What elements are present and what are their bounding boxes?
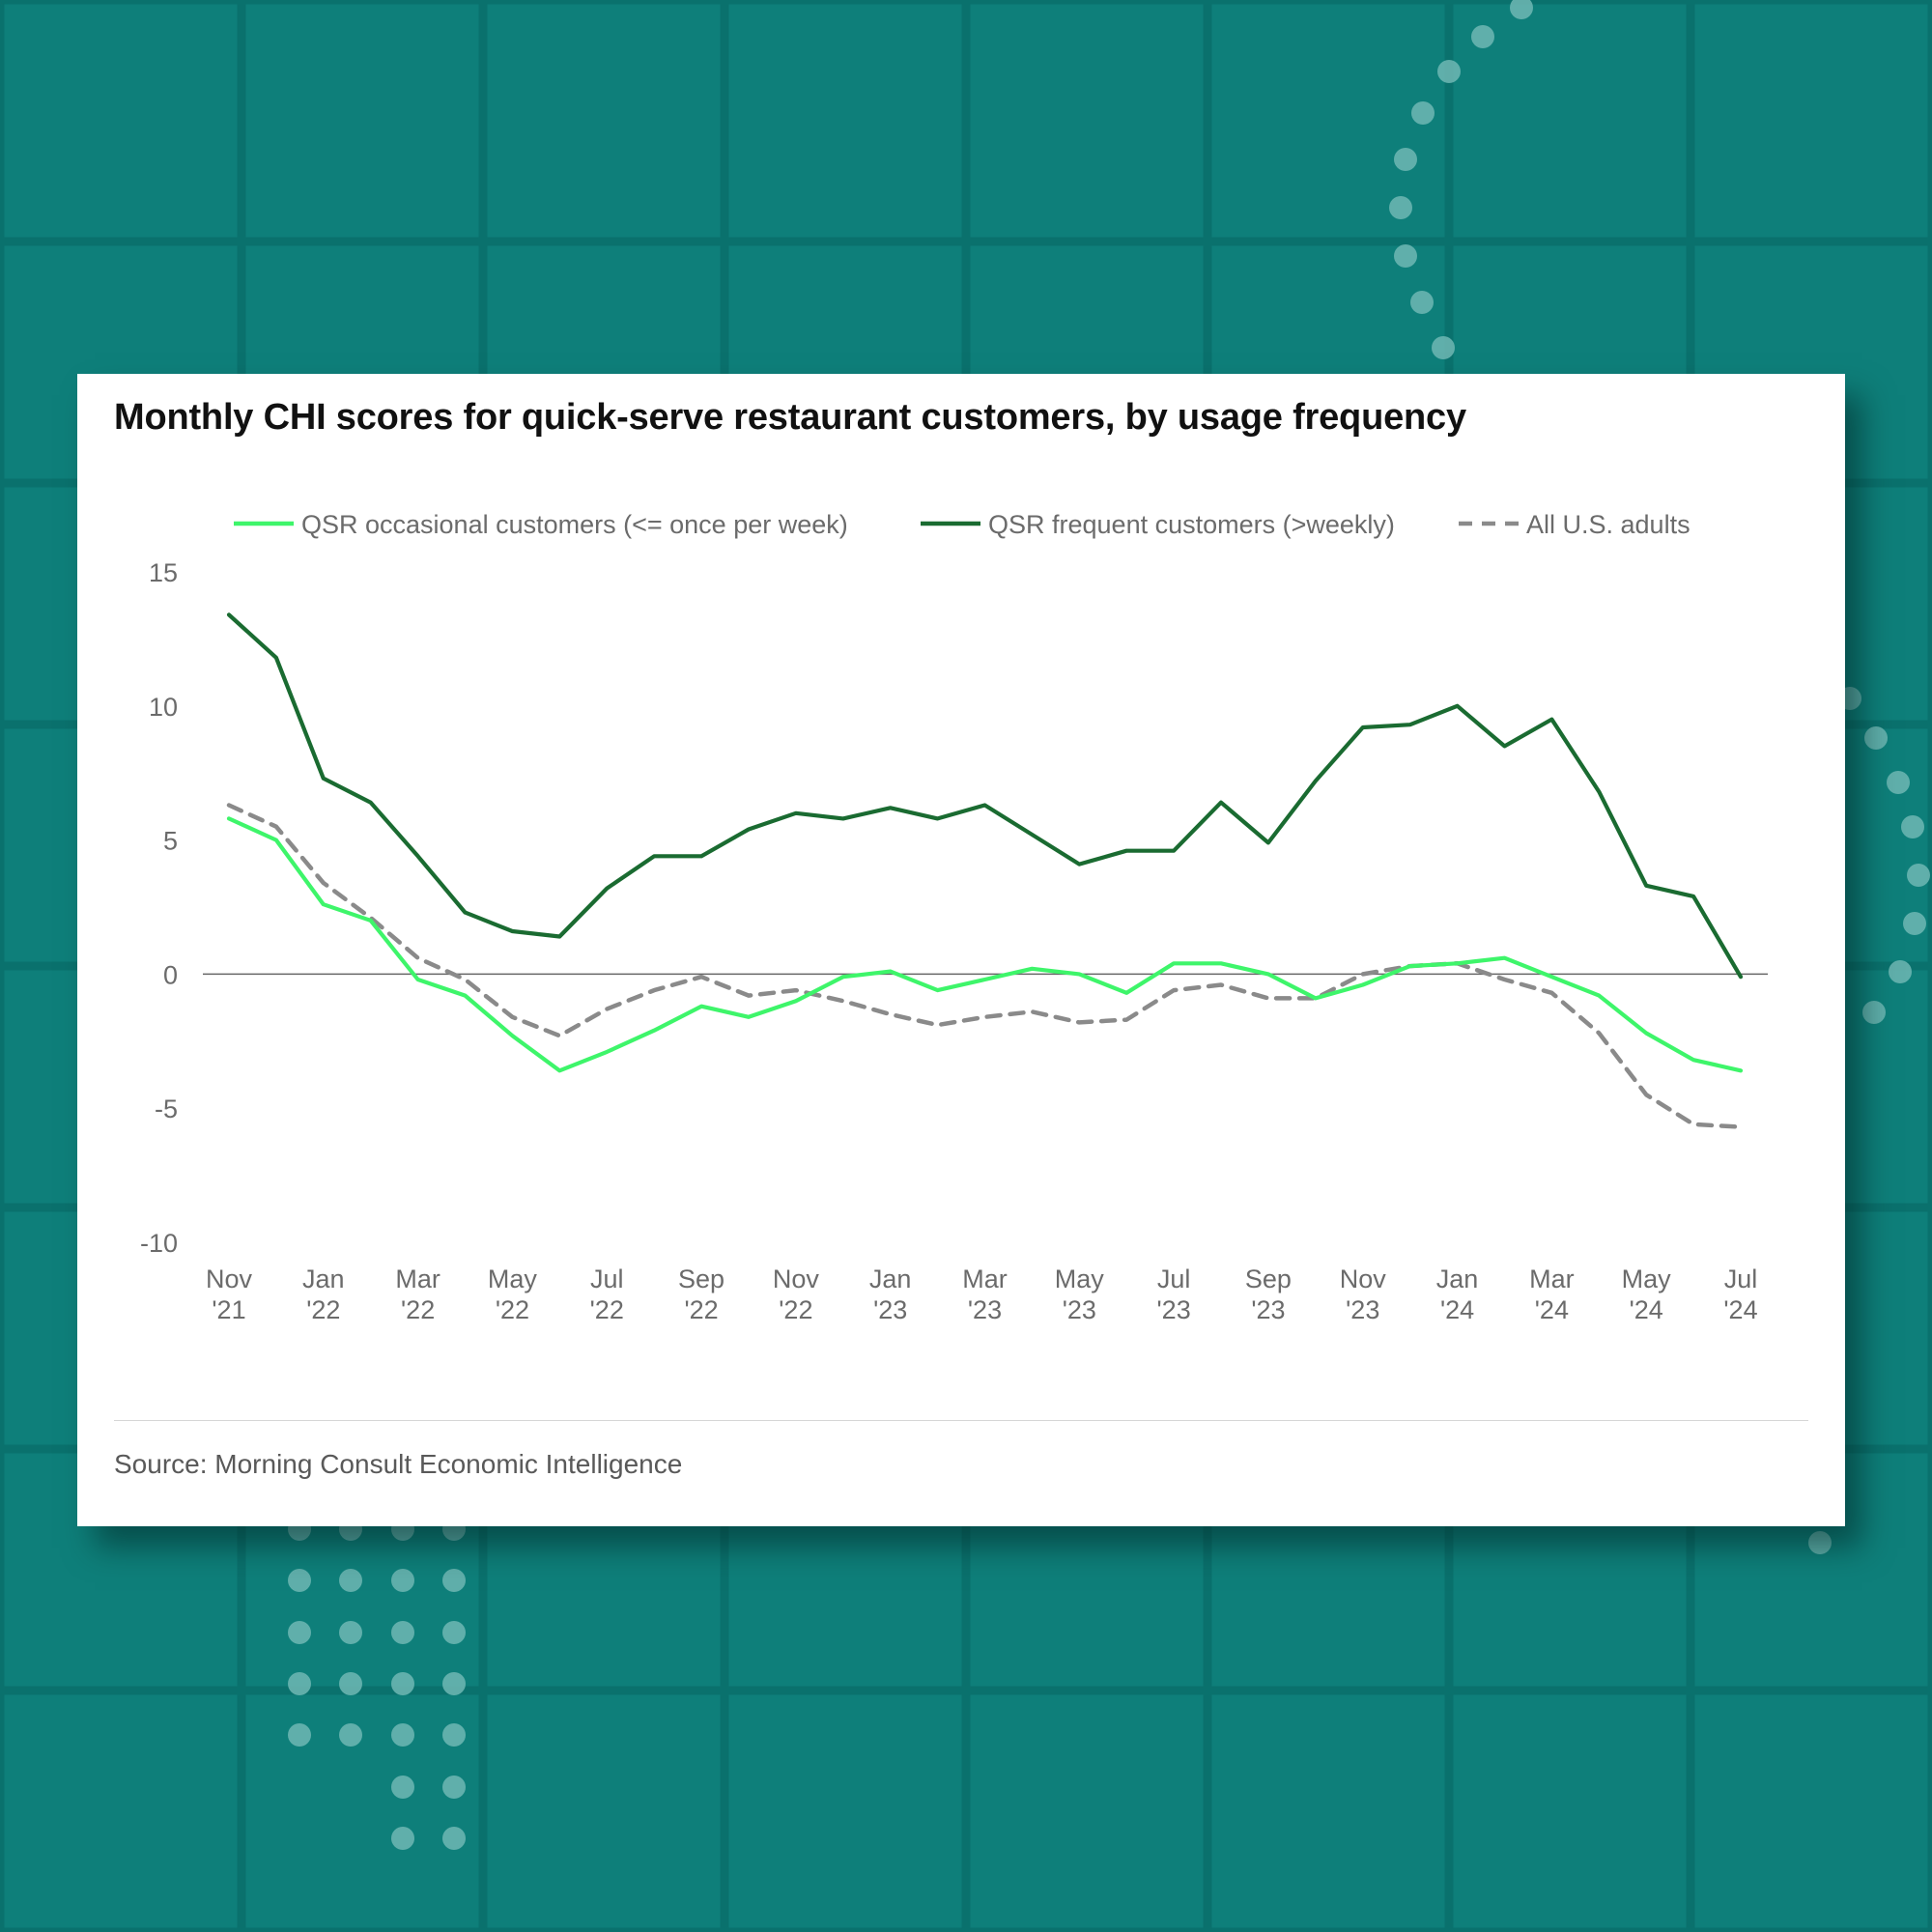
dot: [442, 1672, 466, 1695]
chart-card: Monthly CHI scores for quick-serve resta…: [77, 374, 1845, 1526]
source-note: Source: Morning Consult Economic Intelli…: [114, 1449, 683, 1479]
series-line-occasional: [226, 816, 1744, 1073]
dot: [1394, 148, 1417, 171]
x-tick-month: Mar: [962, 1264, 1008, 1293]
x-tick-month: Mar: [395, 1264, 440, 1293]
dot: [339, 1672, 362, 1695]
y-tick-label: -5: [155, 1094, 178, 1123]
dot: [1808, 1531, 1832, 1554]
x-tick-year: '23: [873, 1295, 907, 1324]
dot: [1432, 336, 1455, 359]
legend-label: All U.S. adults: [1526, 510, 1690, 539]
x-tick-year: '22: [779, 1295, 812, 1324]
x-tick-year: '21: [212, 1295, 245, 1324]
x-tick-month: Jul: [1157, 1264, 1191, 1293]
source-divider: [114, 1420, 1808, 1421]
dot: [1394, 244, 1417, 268]
dot: [288, 1569, 311, 1592]
x-tick-year: '22: [496, 1295, 529, 1324]
dot: [1510, 0, 1533, 19]
dot: [1437, 60, 1461, 83]
y-tick-label: 0: [163, 960, 178, 989]
x-tick-year: '24: [1440, 1295, 1474, 1324]
x-tick-year: '23: [1063, 1295, 1096, 1324]
x-tick-year: '22: [590, 1295, 624, 1324]
dot: [288, 1723, 311, 1747]
x-tick-month: Sep: [1245, 1264, 1292, 1293]
x-tick-month: Jul: [590, 1264, 624, 1293]
y-tick-label: 10: [149, 693, 178, 722]
dot: [442, 1827, 466, 1850]
dot: [339, 1621, 362, 1644]
x-axis: Nov'21Jan'22Mar'22May'22Jul'22Sep'22Nov'…: [206, 1264, 1758, 1324]
y-tick-label: 5: [163, 827, 178, 856]
x-tick-month: May: [488, 1264, 538, 1293]
dot: [339, 1723, 362, 1747]
chart-legend: QSR occasional customers (<= once per we…: [234, 510, 1690, 539]
dot: [288, 1621, 311, 1644]
x-tick-month: Nov: [1340, 1264, 1387, 1293]
x-tick-month: Sep: [678, 1264, 724, 1293]
x-tick-year: '23: [1251, 1295, 1285, 1324]
dot: [442, 1723, 466, 1747]
x-tick-month: Jan: [1436, 1264, 1479, 1293]
x-tick-year: '24: [1630, 1295, 1663, 1324]
x-tick-month: Jan: [302, 1264, 345, 1293]
dot: [1389, 196, 1412, 219]
dot: [442, 1776, 466, 1799]
x-tick-year: '24: [1535, 1295, 1569, 1324]
dot: [391, 1672, 414, 1695]
dot: [1903, 912, 1926, 935]
dot: [1889, 960, 1912, 983]
x-tick-year: '22: [401, 1295, 435, 1324]
dot: [391, 1569, 414, 1592]
decorative-dots: [288, 0, 1930, 1850]
x-tick-month: May: [1055, 1264, 1105, 1293]
x-tick-month: Mar: [1529, 1264, 1575, 1293]
dot: [442, 1621, 466, 1644]
y-axis: 15 10 5 0 -5 -10: [140, 558, 178, 1258]
y-tick-label: 15: [149, 558, 178, 587]
series-line-all-adults: [226, 803, 1744, 1129]
dot: [391, 1827, 414, 1850]
series-line-frequent: [226, 612, 1744, 980]
legend-label: QSR frequent customers (>weekly): [988, 510, 1395, 539]
x-tick-year: '22: [306, 1295, 340, 1324]
chart-title: Monthly CHI scores for quick-serve resta…: [114, 397, 1466, 438]
line-chart: QSR occasional customers (<= once per we…: [140, 510, 1768, 1324]
dot: [339, 1569, 362, 1592]
legend-label: QSR occasional customers (<= once per we…: [301, 510, 848, 539]
x-tick-year: '23: [1157, 1295, 1191, 1324]
dot: [1907, 864, 1930, 887]
x-tick-month: Nov: [206, 1264, 253, 1293]
x-tick-year: '23: [1346, 1295, 1379, 1324]
dot: [1864, 726, 1888, 750]
dot: [391, 1776, 414, 1799]
dot: [1901, 815, 1924, 838]
x-tick-month: May: [1622, 1264, 1672, 1293]
dot: [1410, 291, 1434, 314]
x-tick-year: '24: [1723, 1295, 1757, 1324]
dot: [442, 1569, 466, 1592]
x-tick-month: Nov: [773, 1264, 820, 1293]
x-tick-month: Jul: [1724, 1264, 1758, 1293]
dot: [1887, 771, 1910, 794]
dot: [1411, 101, 1435, 125]
dot: [391, 1723, 414, 1747]
x-tick-year: '22: [684, 1295, 718, 1324]
y-tick-label: -10: [140, 1229, 178, 1258]
dot: [391, 1621, 414, 1644]
x-tick-month: Jan: [869, 1264, 912, 1293]
x-tick-year: '23: [968, 1295, 1002, 1324]
dot: [288, 1672, 311, 1695]
dot: [1471, 25, 1494, 48]
dot: [1862, 1001, 1886, 1024]
